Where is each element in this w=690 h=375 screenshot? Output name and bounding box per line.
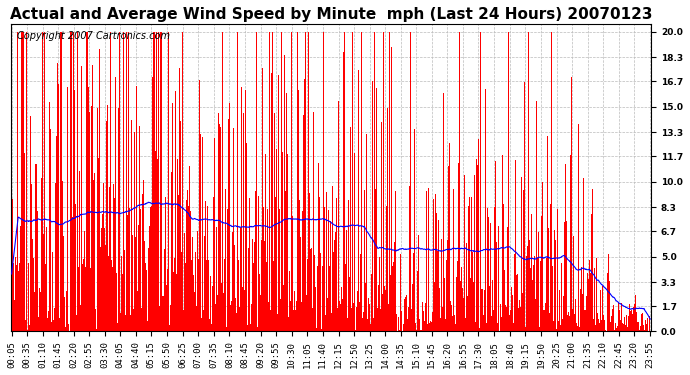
Title: Actual and Average Wind Speed by Minute  mph (Last 24 Hours) 20070123: Actual and Average Wind Speed by Minute … (10, 7, 652, 22)
Text: Copyright 2007 Cartronics.com: Copyright 2007 Cartronics.com (17, 31, 170, 40)
